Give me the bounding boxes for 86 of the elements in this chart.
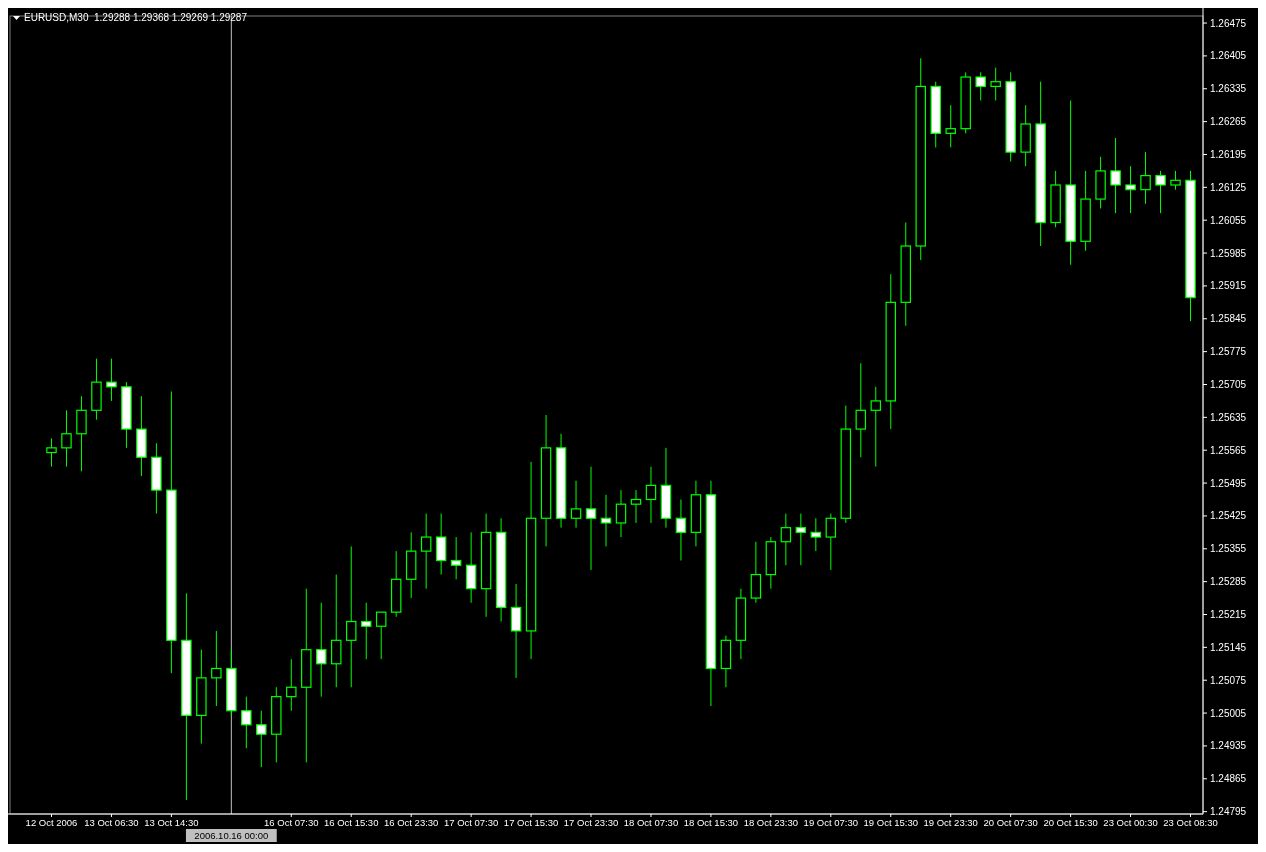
candlestick	[510, 583, 522, 679]
candlestick	[420, 513, 432, 590]
y-tick-label: 1.26265	[1210, 116, 1247, 128]
x-tick-label: 17 Oct 07:30	[443, 817, 499, 828]
y-tick-label: 1.25845	[1210, 313, 1247, 325]
candlestick	[810, 517, 822, 552]
candlestick	[585, 466, 597, 571]
y-tick-label: 1.26405	[1210, 50, 1247, 62]
y-tick-label: 1.24865	[1210, 773, 1247, 785]
candlestick	[465, 531, 477, 604]
x-tick-label: 13 Oct 14:30	[144, 817, 199, 828]
x-tick-label: 16 Oct 15:30	[324, 817, 379, 828]
y-tick-label: 1.25145	[1210, 641, 1247, 653]
y-tick-label: 1.25425	[1210, 510, 1247, 522]
candlestick	[645, 466, 657, 524]
candlestick	[1140, 151, 1151, 205]
x-tick-label: 17 Oct 15:30	[503, 817, 559, 828]
candlestick	[855, 362, 867, 458]
x-tick-label: 20 Oct 07:30	[983, 817, 1038, 828]
y-tick-label: 1.25005	[1210, 707, 1247, 719]
candlestick	[975, 71, 986, 101]
x-tick-label: 16 Oct 07:30	[264, 817, 319, 828]
candlestick	[331, 574, 342, 688]
candlestick	[675, 498, 687, 562]
y-tick-label: 1.25355	[1210, 543, 1247, 555]
x-tick-label: 18 Oct 15:30	[683, 817, 739, 828]
candlestick	[106, 358, 117, 402]
x-tick-label: 18 Oct 07:30	[623, 817, 679, 828]
x-tick-label: 18 Oct 23:30	[743, 817, 799, 828]
y-tick-label: 1.26055	[1210, 214, 1247, 226]
x-tick-label: 19 Oct 23:30	[923, 817, 978, 828]
x-tick-label: 17 Oct 23:30	[563, 817, 619, 828]
x-tick-label: 19 Oct 15:30	[863, 817, 918, 828]
candlestick	[61, 409, 72, 468]
candlestick	[241, 696, 252, 749]
candlestick	[600, 494, 612, 547]
x-tick-label: 16 Oct 23:30	[383, 817, 439, 828]
x-tick-label: 12 Oct 2006	[25, 817, 78, 828]
candlestick	[375, 611, 387, 660]
y-tick-label: 1.25775	[1210, 346, 1247, 358]
candlestick	[286, 658, 297, 712]
candlestick	[450, 536, 462, 580]
candlestick	[435, 513, 447, 576]
candlestick	[615, 489, 627, 538]
candlestick	[780, 513, 792, 566]
y-tick-label: 1.26195	[1210, 148, 1247, 160]
candlestick	[46, 437, 57, 468]
y-tick-label: 1.26475	[1210, 17, 1247, 29]
candlestick	[1155, 170, 1166, 214]
x-tick-label: 2006.10.16 00:00	[194, 830, 269, 841]
x-tick-label: 13 Oct 06:30	[84, 817, 139, 828]
candlestick	[1110, 137, 1121, 214]
x-tick-label: 23 Oct 00:30	[1103, 817, 1158, 828]
y-tick-label: 1.25285	[1210, 576, 1247, 588]
y-tick-label: 1.26335	[1210, 83, 1247, 95]
y-tick-label: 1.26125	[1210, 181, 1247, 193]
candlestick	[360, 602, 372, 660]
y-tick-label: 1.25565	[1210, 444, 1247, 456]
x-tick-label: 19 Oct 07:30	[803, 817, 859, 828]
candlestick	[211, 630, 222, 707]
candlestick	[630, 489, 642, 524]
y-tick-label: 1.25635	[1210, 411, 1247, 423]
candlestick	[76, 395, 87, 472]
x-tick-label: 20 Oct 15:30	[1043, 817, 1098, 828]
y-tick-label: 1.25215	[1210, 609, 1247, 620]
candlestick	[1125, 165, 1136, 214]
candlestick	[750, 541, 762, 604]
candlestick	[316, 602, 327, 698]
chart-title: EURUSD,M30 1.29288 1.29368 1.29269 1.29287	[24, 12, 248, 23]
candlestick	[825, 513, 837, 571]
candlestick	[345, 545, 357, 688]
x-tick-label: 23 Oct 08:30	[1163, 817, 1218, 828]
candlestick	[570, 480, 582, 529]
candlestick	[870, 386, 882, 468]
y-tick-label: 1.25705	[1210, 378, 1247, 390]
y-tick-label: 1.25075	[1210, 674, 1247, 686]
candlestick	[945, 104, 956, 148]
candlestick	[256, 710, 267, 768]
candlestick	[795, 513, 807, 566]
y-tick-label: 1.25495	[1210, 477, 1247, 489]
y-tick-label: 1.25915	[1210, 280, 1247, 292]
candlestick	[990, 67, 1001, 101]
candlestick	[1170, 170, 1181, 191]
y-tick-label: 1.24795	[1210, 806, 1247, 818]
y-tick-label: 1.25985	[1210, 247, 1247, 259]
y-tick-label: 1.24935	[1210, 740, 1247, 752]
